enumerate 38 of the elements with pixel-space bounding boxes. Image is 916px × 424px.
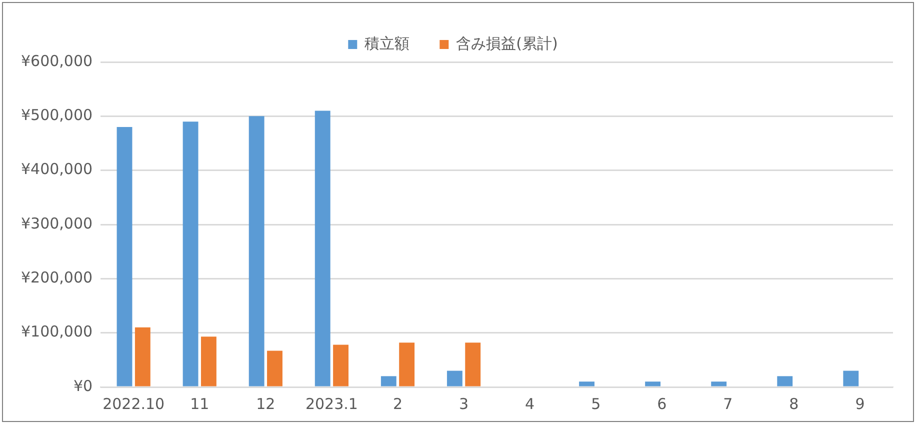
x-tick-label: 5 bbox=[591, 394, 601, 413]
x-tick-label: 11 bbox=[190, 394, 210, 413]
y-tick-label: ¥100,000 bbox=[20, 322, 93, 341]
x-tick-label: 2022.10 bbox=[102, 394, 165, 413]
bar bbox=[333, 344, 348, 386]
bar bbox=[182, 122, 198, 386]
y-tick-label: ¥600,000 bbox=[20, 52, 93, 70]
bar bbox=[777, 376, 793, 386]
x-tick-label: 9 bbox=[855, 394, 865, 413]
bar bbox=[711, 382, 727, 386]
bar bbox=[314, 110, 330, 386]
x-tick-label: 2023.1 bbox=[305, 394, 358, 413]
x-tick-label: 12 bbox=[256, 394, 276, 413]
bar bbox=[380, 376, 396, 386]
bar bbox=[200, 336, 216, 386]
y-tick-label: ¥400,000 bbox=[20, 160, 93, 178]
bar bbox=[446, 370, 462, 386]
x-tick-label: 8 bbox=[789, 394, 799, 413]
bar bbox=[465, 342, 481, 386]
x-tick-label: 6 bbox=[657, 394, 667, 413]
y-tick-label: ¥200,000 bbox=[20, 268, 93, 287]
bar bbox=[843, 370, 859, 386]
bar bbox=[116, 127, 132, 386]
y-tick-label: ¥0 bbox=[73, 376, 93, 395]
bar bbox=[248, 116, 264, 386]
legend-label: 含み損益(累計) bbox=[456, 34, 558, 52]
bar bbox=[579, 382, 594, 386]
bar bbox=[267, 350, 282, 386]
bar bbox=[399, 342, 415, 386]
legend-label: 積立額 bbox=[364, 34, 410, 52]
x-tick-label: 2 bbox=[392, 394, 403, 413]
bar bbox=[645, 382, 661, 386]
bar bbox=[134, 327, 150, 386]
x-tick-label: 4 bbox=[525, 394, 535, 413]
y-tick-label: ¥300,000 bbox=[20, 214, 93, 232]
y-tick-label: ¥500,000 bbox=[20, 106, 93, 124]
x-tick-label: 3 bbox=[458, 394, 469, 413]
x-tick-label: 7 bbox=[723, 394, 733, 413]
